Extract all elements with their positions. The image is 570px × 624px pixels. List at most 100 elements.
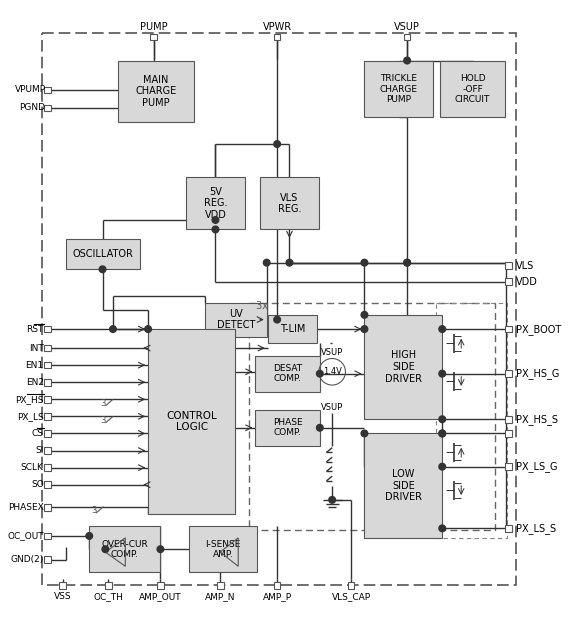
Text: SI: SI — [35, 446, 44, 455]
Text: PX_LS_S: PX_LS_S — [516, 523, 556, 534]
Text: EN1: EN1 — [26, 361, 44, 369]
Bar — [364, 61, 433, 117]
Text: PX_HS_S: PX_HS_S — [516, 414, 558, 425]
Circle shape — [439, 326, 446, 333]
Bar — [44, 105, 51, 111]
Bar — [157, 582, 164, 588]
Bar — [506, 464, 512, 470]
Circle shape — [404, 260, 410, 266]
Circle shape — [274, 141, 280, 147]
Circle shape — [316, 424, 323, 431]
Circle shape — [102, 546, 109, 552]
Circle shape — [361, 311, 368, 318]
Text: PX_LS_G: PX_LS_G — [516, 461, 557, 472]
Text: OC_TH: OC_TH — [93, 592, 123, 601]
Text: VSUP: VSUP — [321, 348, 343, 358]
Bar — [506, 371, 512, 377]
Text: OC_OUT: OC_OUT — [7, 532, 44, 540]
Bar — [44, 533, 51, 539]
Circle shape — [329, 497, 336, 503]
Circle shape — [439, 416, 446, 422]
Bar — [249, 303, 495, 530]
Bar — [274, 582, 280, 588]
Text: PHASEX: PHASEX — [8, 503, 44, 512]
Bar — [506, 278, 512, 285]
Circle shape — [286, 260, 293, 266]
Text: INT: INT — [29, 344, 44, 353]
Text: 3x: 3x — [254, 301, 268, 311]
Text: AMP_N: AMP_N — [205, 592, 235, 601]
Bar — [441, 61, 505, 117]
Bar — [506, 262, 512, 269]
Text: LOW
SIDE
DRIVER: LOW SIDE DRIVER — [385, 469, 422, 502]
Bar — [435, 303, 507, 538]
Text: 1.4V: 1.4V — [323, 368, 341, 376]
Bar — [44, 326, 51, 333]
Bar — [44, 481, 51, 488]
Bar — [404, 34, 410, 40]
Text: HIGH
SIDE
DRIVER: HIGH SIDE DRIVER — [385, 351, 422, 384]
Text: VPWR: VPWR — [263, 22, 292, 32]
Bar — [205, 303, 267, 337]
Bar — [506, 326, 512, 333]
Text: VDD: VDD — [516, 276, 538, 286]
Text: VLS: VLS — [516, 260, 535, 271]
Bar — [66, 239, 140, 270]
Bar — [189, 527, 257, 572]
Text: GND(2): GND(2) — [10, 555, 44, 564]
Text: OVER-CUR
COMP.: OVER-CUR COMP. — [101, 540, 148, 559]
Bar — [150, 34, 157, 40]
Text: VSS: VSS — [54, 592, 71, 601]
Bar — [42, 33, 516, 585]
Bar — [44, 447, 51, 454]
Bar — [506, 416, 512, 422]
Bar — [44, 430, 51, 437]
Bar — [44, 344, 51, 351]
Text: HOLD
-OFF
CIRCUIT: HOLD -OFF CIRCUIT — [455, 74, 490, 104]
Circle shape — [212, 226, 219, 233]
Circle shape — [439, 430, 446, 437]
Circle shape — [439, 371, 446, 377]
Bar — [44, 413, 51, 420]
Text: 5V
REG.
VDD: 5V REG. VDD — [203, 187, 227, 220]
Text: AMP_P: AMP_P — [263, 592, 292, 601]
Bar — [44, 504, 51, 511]
Text: PUMP: PUMP — [140, 22, 168, 32]
Text: DESAT
COMP.: DESAT COMP. — [273, 364, 302, 383]
Bar — [89, 527, 160, 572]
Text: PX_HS_G: PX_HS_G — [516, 368, 560, 379]
Text: PX_BOOT: PX_BOOT — [516, 324, 561, 334]
Bar — [44, 362, 51, 368]
Text: SO: SO — [31, 480, 44, 489]
Circle shape — [404, 260, 410, 266]
Bar — [255, 356, 320, 392]
Bar — [217, 582, 223, 588]
Bar — [506, 525, 512, 532]
Text: SCLK: SCLK — [21, 463, 44, 472]
Text: T-LIM: T-LIM — [280, 324, 305, 334]
Circle shape — [439, 525, 446, 532]
Text: VLS
REG.: VLS REG. — [278, 193, 301, 214]
Circle shape — [86, 533, 92, 539]
Bar — [118, 61, 194, 122]
Text: PHASE
COMP.: PHASE COMP. — [273, 418, 302, 437]
Bar — [44, 464, 51, 471]
Text: 3: 3 — [101, 399, 106, 407]
Text: 3: 3 — [101, 416, 106, 425]
Bar — [186, 177, 245, 230]
Bar — [260, 177, 319, 230]
Text: OSCILLATOR: OSCILLATOR — [72, 249, 133, 259]
Bar — [274, 34, 280, 40]
Text: PGND: PGND — [19, 104, 46, 112]
Circle shape — [361, 260, 368, 266]
Bar — [506, 430, 512, 437]
Bar — [148, 329, 235, 514]
Text: CONTROL
LOGIC: CONTROL LOGIC — [166, 411, 217, 432]
Circle shape — [263, 260, 270, 266]
Circle shape — [439, 464, 446, 470]
Circle shape — [145, 326, 152, 333]
Text: PX_HS: PX_HS — [15, 395, 44, 404]
Circle shape — [361, 430, 368, 437]
Text: PX_LS: PX_LS — [17, 412, 44, 421]
Bar — [44, 396, 51, 402]
